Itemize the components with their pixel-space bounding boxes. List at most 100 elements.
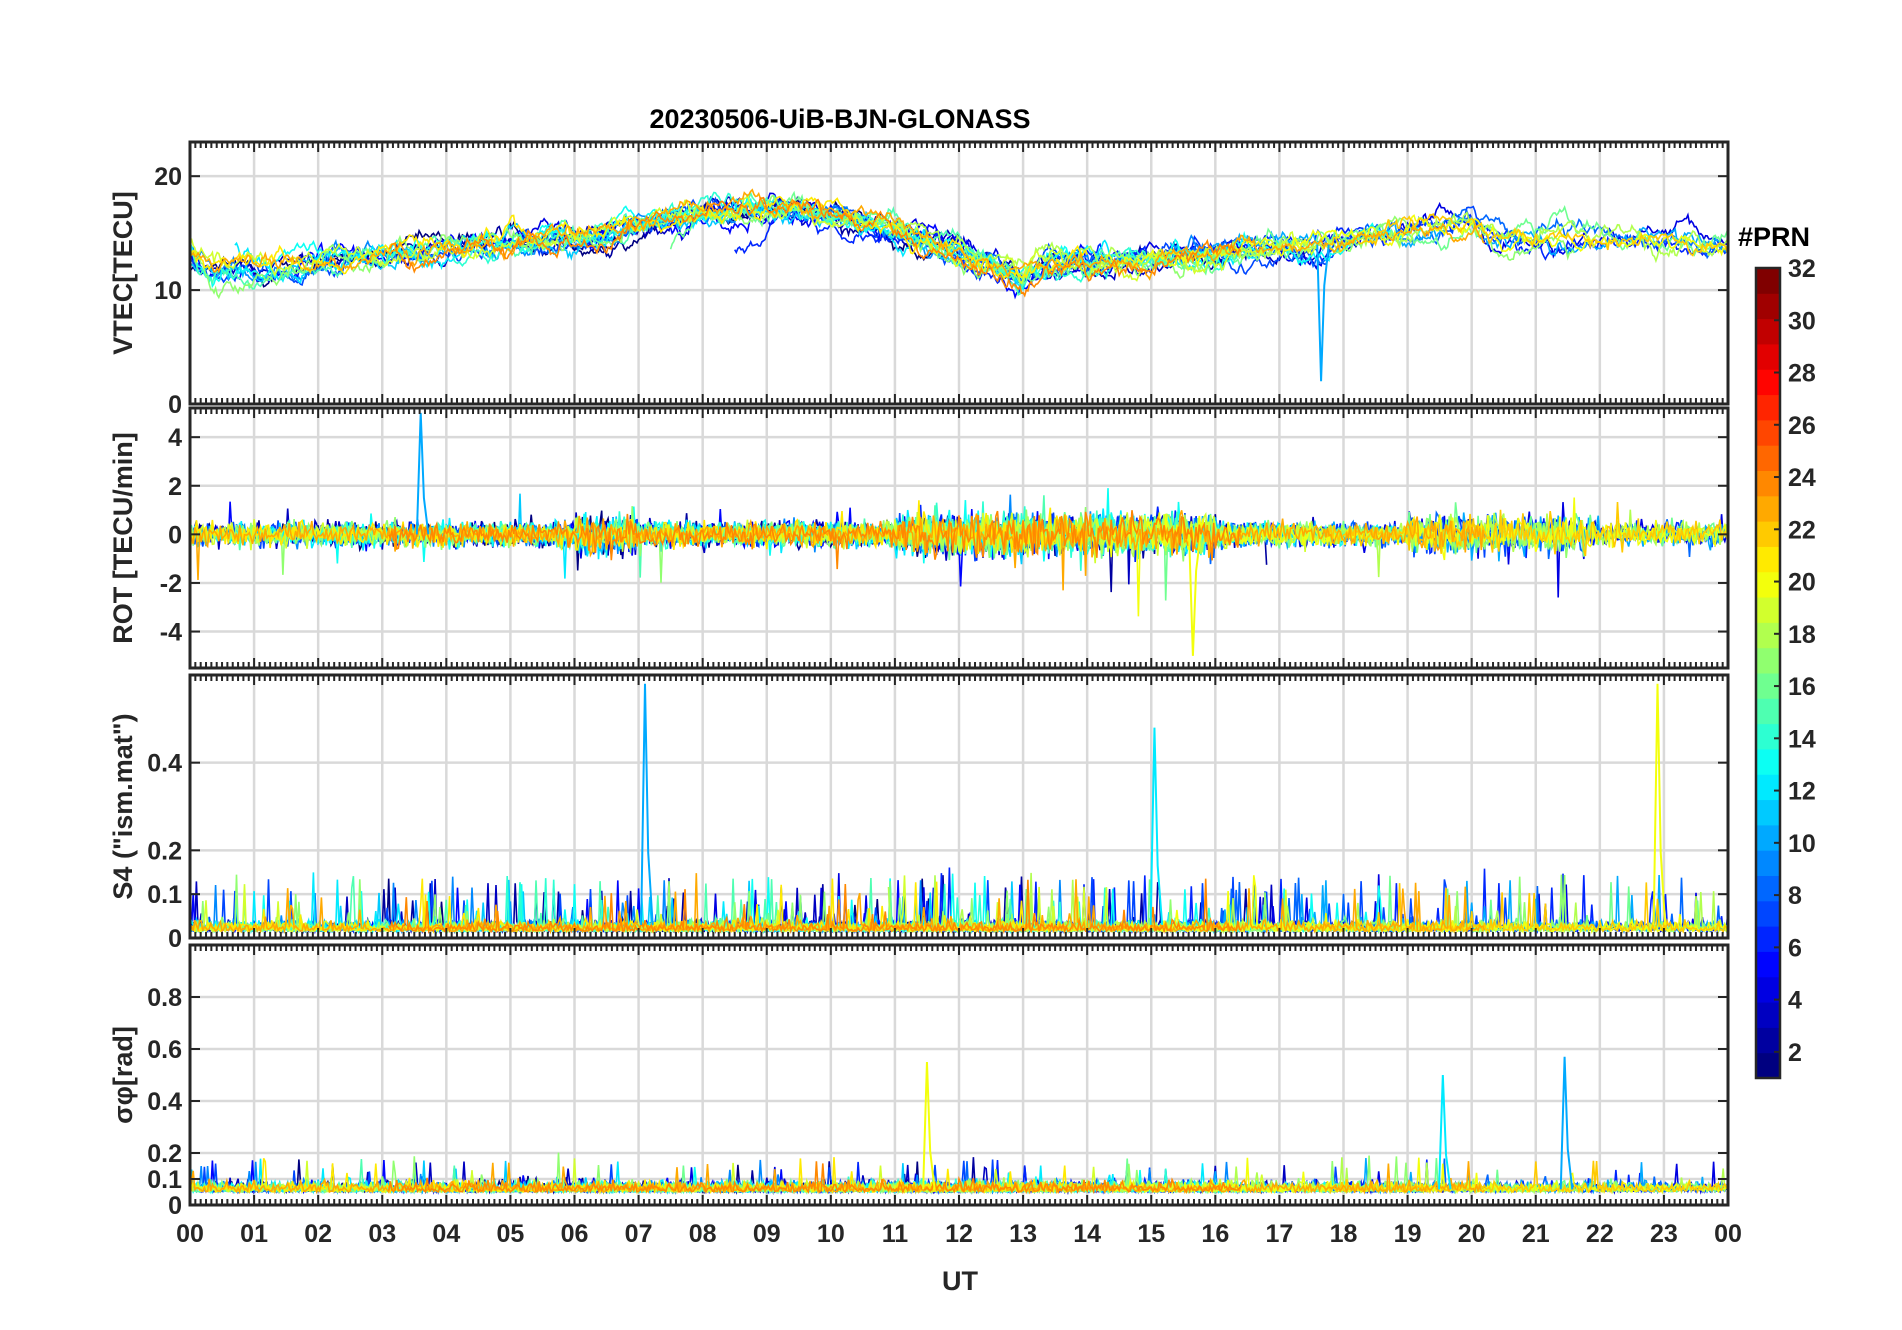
y-axis-title: VTEC[TECU] xyxy=(108,191,138,355)
colorbar-tick-label: 26 xyxy=(1788,412,1816,440)
series-peak xyxy=(922,1061,936,1190)
series-group xyxy=(190,188,1728,382)
chart-title: 20230506-UiB-BJN-GLONASS xyxy=(649,104,1030,134)
colorbar-step xyxy=(1756,900,1780,927)
x-axis: 00 01 02 03 04 05 06 07 08 09 10 11 12 13 14 15 16 17 18 19… xyxy=(176,1220,1742,1248)
y-tick-label: 20 xyxy=(154,163,182,191)
colorbar-tick-label: 32 xyxy=(1788,255,1816,283)
colorbar-tick-label: 2 xyxy=(1788,1039,1802,1067)
series-peak xyxy=(640,683,654,925)
x-tick-label: 11 xyxy=(882,1220,909,1248)
y-tick-label: -4 xyxy=(160,619,182,647)
series-peak xyxy=(415,412,430,535)
colorbar-step xyxy=(1756,318,1780,345)
series-group xyxy=(190,1056,1728,1196)
y-tick-label: 0 xyxy=(168,391,182,419)
series-line xyxy=(1323,1160,1728,1195)
y-axis-title: σφ[rad] xyxy=(108,1026,138,1124)
panel-vtec: 0 10 20 VTEC[TECU] xyxy=(108,140,1730,419)
x-tick-label: 14 xyxy=(1073,1220,1101,1248)
series-line xyxy=(387,1161,1242,1195)
x-tick-label: 22 xyxy=(1586,1220,1614,1248)
colorbar-step xyxy=(1756,1052,1780,1079)
colorbar-tick-label: 10 xyxy=(1788,830,1816,858)
colorbar-step xyxy=(1756,495,1780,522)
y-tick-label: 4 xyxy=(168,424,182,452)
series-line xyxy=(190,193,1332,285)
y-tick-label: 0.4 xyxy=(147,1088,182,1116)
colorbar-frame xyxy=(1754,266,1782,1080)
colorbar-tick-label: 18 xyxy=(1788,621,1816,649)
x-tick-label: 17 xyxy=(1266,1220,1294,1248)
colorbar-tick-label: 16 xyxy=(1788,673,1816,701)
y-tick-label: 0.6 xyxy=(147,1036,182,1064)
x-tick-label: 02 xyxy=(304,1220,332,1248)
colorbar-step xyxy=(1756,875,1780,902)
colorbar-step xyxy=(1756,824,1780,851)
panel-rot: -4 -2 0 2 4 ROT [TECU/min] xyxy=(108,406,1730,670)
x-tick-label: 03 xyxy=(368,1220,396,1248)
colorbar-step xyxy=(1756,293,1780,320)
colorbar-tick-label: 14 xyxy=(1788,725,1816,753)
y-tick-label: 0.1 xyxy=(147,881,182,909)
colorbar-step xyxy=(1756,1027,1780,1054)
colorbar-step xyxy=(1756,951,1780,978)
series-line xyxy=(387,510,1242,570)
y-tick-label: 0 xyxy=(168,925,182,953)
colorbar-step xyxy=(1756,343,1780,370)
x-tick-label: 23 xyxy=(1650,1220,1678,1248)
colorbar-step xyxy=(1756,419,1780,446)
x-tick-label: 09 xyxy=(753,1220,781,1248)
series-peak xyxy=(1316,244,1330,382)
y-tick-label: 2 xyxy=(168,473,182,501)
colorbar-tick-label: 30 xyxy=(1788,307,1816,335)
colorbar-title: #PRN xyxy=(1738,222,1810,252)
colorbar-step xyxy=(1756,546,1780,573)
colorbar-tick-label: 12 xyxy=(1788,778,1816,806)
x-tick-label: 01 xyxy=(240,1220,268,1248)
y-tick-label: 0 xyxy=(168,1192,182,1220)
panel-s4: 0 0.1 0.2 0.4 S4 ("ism.mat") xyxy=(108,673,1730,953)
colorbar-tick-label: 6 xyxy=(1788,934,1802,962)
series-peak xyxy=(1559,1056,1574,1190)
series-peak xyxy=(1149,727,1164,925)
colorbar-step xyxy=(1756,647,1780,674)
x-axis-title: UT xyxy=(942,1266,978,1296)
colorbar-step xyxy=(1756,723,1780,750)
colorbar-step xyxy=(1756,774,1780,801)
x-tick-label: 00 xyxy=(176,1220,204,1248)
y-tick-label: 0.2 xyxy=(147,837,182,865)
colorbar-step xyxy=(1756,268,1780,294)
x-tick-label: 00 xyxy=(1714,1220,1742,1248)
colorbar-step xyxy=(1756,445,1780,471)
series-line xyxy=(388,196,1242,298)
colorbar-step xyxy=(1756,394,1780,421)
colorbar-step xyxy=(1756,622,1780,649)
y-tick-label: 0.8 xyxy=(147,984,182,1012)
colorbar-step xyxy=(1756,369,1780,396)
series-line xyxy=(1323,212,1728,257)
y-tick-label: 10 xyxy=(154,277,182,305)
y-tick-label: 0.4 xyxy=(147,750,182,778)
colorbar-tick-label: 8 xyxy=(1788,882,1802,910)
colorbar-step xyxy=(1756,470,1780,497)
y-axis-title: ROT [TECU/min] xyxy=(108,432,138,643)
colorbar-step xyxy=(1756,698,1780,725)
colorbar-tick-label: 20 xyxy=(1788,569,1816,597)
series-line xyxy=(387,878,1242,935)
colorbar-tick-label: 24 xyxy=(1788,464,1816,492)
x-tick-label: 06 xyxy=(561,1220,589,1248)
colorbar-step xyxy=(1756,571,1780,598)
series-line xyxy=(1323,882,1728,934)
panel-sigma: 00.10.2 0.4 0.6 0.8 σφ[rad] xyxy=(108,943,1730,1220)
colorbar-step xyxy=(1756,850,1780,876)
x-tick-label: 04 xyxy=(432,1220,460,1248)
colorbar-tick-label: 22 xyxy=(1788,516,1816,544)
x-tick-label: 10 xyxy=(817,1220,845,1248)
y-axis-title: S4 ("ism.mat") xyxy=(108,713,138,899)
x-tick-label: 15 xyxy=(1137,1220,1165,1248)
colorbar-step xyxy=(1756,597,1780,623)
